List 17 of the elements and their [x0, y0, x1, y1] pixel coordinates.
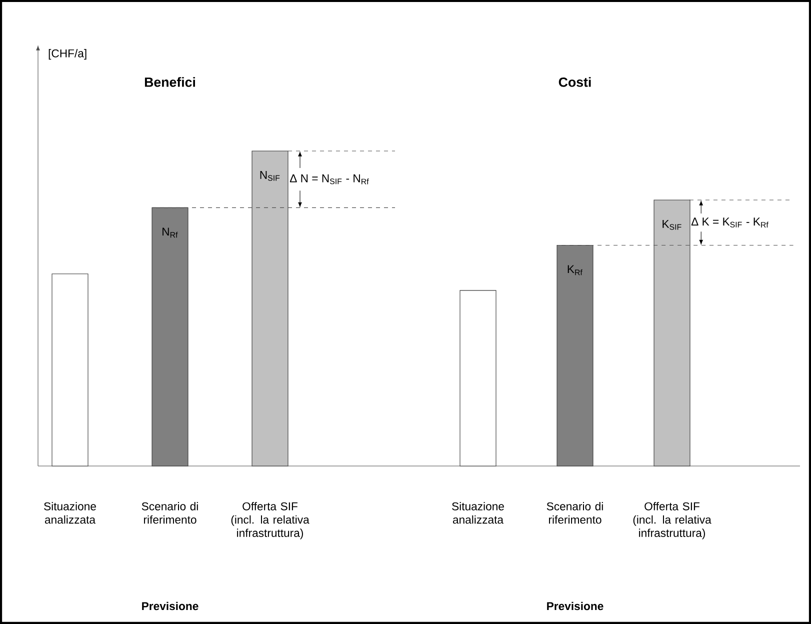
y-axis-title: [CHF/a] [48, 49, 86, 60]
x-tick-label: Situazione analizzata [452, 502, 504, 524]
chart-title: Costi [558, 77, 591, 87]
text: Previsione [142, 602, 198, 610]
text: Previsione [547, 602, 604, 610]
annotation: Δ N = N$_{SIF}$ - N$_{Rf}$ [290, 174, 369, 184]
annotation: K$_{Rf}$ [568, 265, 582, 276]
x-tick-label: Scenario di riferimento [546, 502, 603, 524]
annotation: Δ K = K$_{SIF}$ - K$_{Rf}$ [691, 218, 768, 228]
x-tick-label: Offerta SIF (incl. la relativa infrastruttura) [633, 502, 712, 540]
x-tick-label: Offerta SIF (incl. la relativa infrastruttura) [231, 502, 310, 540]
x-tick-label: Scenario di riferimento [142, 502, 198, 524]
chart-title: Benefici [144, 77, 195, 87]
annotation: N$_{SIF}$ [260, 171, 280, 181]
x-tick-label: Situazione analizzata [44, 502, 96, 524]
annotation: N$_{Rf}$ [162, 228, 178, 238]
annotation: K$_{SIF}$ [662, 220, 682, 230]
